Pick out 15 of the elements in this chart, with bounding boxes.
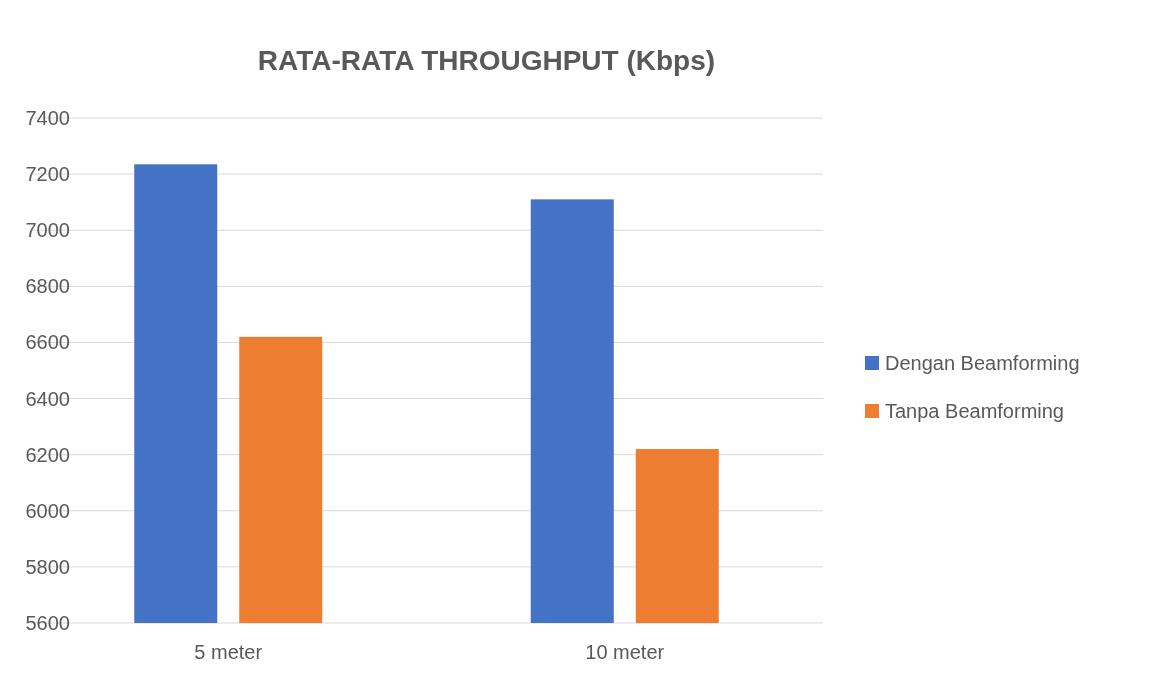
chart-title: RATA-RATA THROUGHPUT (Kbps) — [257, 45, 716, 76]
y-tick-label: 5600 — [25, 612, 70, 634]
y-tick-label: 6600 — [25, 331, 70, 354]
y-tick-label: 7000 — [25, 219, 70, 242]
x-tick-label: 10 meter — [585, 641, 665, 663]
legend-label: Dengan Beamforming — [885, 352, 1080, 374]
y-tick-label: 7400 — [25, 107, 70, 129]
y-tick-label: 6000 — [25, 499, 70, 522]
y-tick-label: 5800 — [25, 555, 70, 578]
y-tick-label: 6800 — [25, 275, 70, 298]
y-tick-label: 6200 — [25, 443, 70, 466]
x-tick-label: 5 meter — [194, 641, 263, 663]
y-tick-label: 6400 — [25, 387, 70, 410]
y-tick-label: 7200 — [25, 163, 70, 186]
legend-label: Tanpa Beamforming — [885, 400, 1064, 422]
